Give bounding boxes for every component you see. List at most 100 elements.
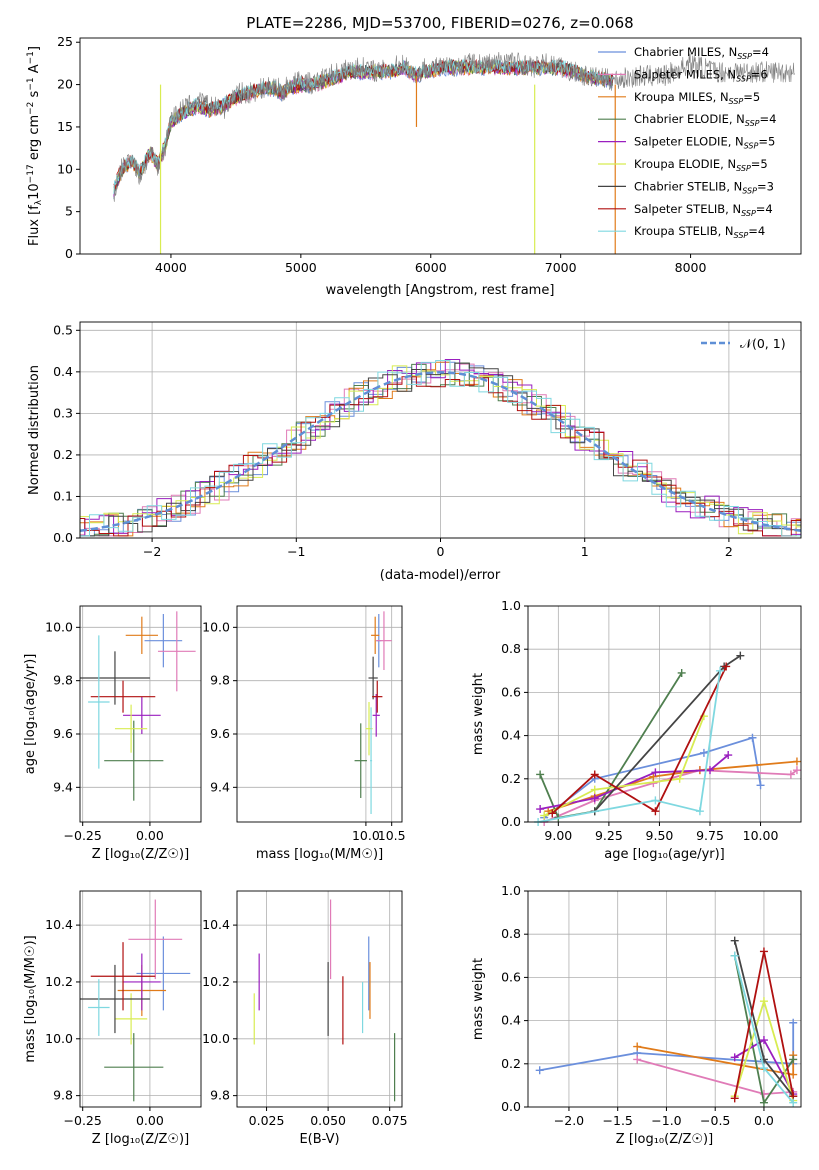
spectrum-frame [79, 37, 802, 255]
residuals-xtick-label: 1 [581, 544, 589, 559]
mass-age-xlabel: mass [log₁₀(M/M☉)] [256, 847, 383, 862]
spectrum-legend: Chabrier MILES, NSSP=4 Salpeter MILES, NS… [598, 45, 776, 240]
Z-weight-xlabel: Z [log₁₀(Z/Z☉)] [616, 1132, 713, 1147]
weight-marker [590, 785, 599, 794]
EBV-mass-ytick-label: 9.8 [210, 1088, 230, 1103]
legend-label: Chabrier MILES, NSSP=4 [634, 45, 769, 61]
model-spectrum-line [113, 59, 613, 192]
age-weight-xtick-label: 9.00 [544, 828, 572, 843]
legend-subscript: SSP [736, 164, 751, 173]
spectrum-ytick-label: 0 [65, 246, 73, 261]
weight-marker [730, 1053, 739, 1062]
Z-mass-xtick-label: −0.25 [64, 1113, 102, 1128]
weight-marker [789, 1055, 798, 1064]
Z-mass-xlabel: Z [log₁₀(Z/Z☉)] [92, 1132, 189, 1147]
weight-marker [695, 807, 704, 816]
weight-marker [748, 733, 757, 742]
data-spectrum-line [113, 51, 795, 202]
residuals-ytick-label: 0.2 [53, 447, 73, 462]
Z-weight-ytick-label: 0.6 [501, 969, 521, 984]
EBV-mass-ytick-label: 10.4 [202, 917, 230, 932]
legend-subscript: SSP [745, 119, 760, 128]
weight-marker [536, 805, 545, 814]
mass-age-xtick-label: 10.0 [352, 828, 380, 843]
Z-weight-ytick-label: 0.4 [501, 1013, 521, 1028]
age-weight-xtick-label: 9.50 [646, 828, 674, 843]
residuals-panel: −2 −1 0 1 2 0.0 0.1 0.2 0.3 0.4 0.5 (data-model)/e… [27, 321, 802, 583]
residuals-ytick-label: 0.0 [53, 530, 73, 545]
spectrum-ytick-label: 5 [65, 204, 73, 219]
legend-count: =5 [743, 90, 760, 104]
spectrum-ylabel: Flux [fλ10−17 erg cm−2 s−1 A−1] [26, 46, 44, 246]
Z-weight-frame [527, 890, 802, 1108]
age-weight-xlabel: age [log₁₀(age/yr)] [604, 847, 725, 862]
weight-marker [759, 947, 768, 956]
legend-count: =5 [751, 157, 768, 171]
Z-age-xlabel: Z [log₁₀(Z/Z☉)] [92, 847, 189, 862]
Z-age-xtick-label: −0.25 [64, 828, 102, 843]
weight-marker [789, 1098, 798, 1107]
residuals-xtick-label: −2 [143, 544, 161, 559]
EBV-mass-frame [236, 890, 403, 1108]
weight-marker [759, 1098, 768, 1107]
Z-mass-xtick-label: 0.00 [136, 1113, 164, 1128]
weight-line [551, 666, 728, 815]
weight-marker [651, 807, 660, 816]
Z-mass-frame [79, 890, 202, 1108]
legend-count: =4 [760, 112, 777, 126]
weight-marker [722, 662, 731, 671]
legend-label: Kroupa STELIB, NSSP=4 [634, 224, 765, 240]
spectrum-panel: PLATE=2286, MJD=53700, FIBERID=0276, z=0… [26, 14, 802, 298]
age-weight-ylabel: mass weight [471, 673, 486, 755]
weight-marker [675, 774, 684, 783]
Z-mass-ytick-label: 9.8 [53, 1088, 73, 1103]
spectrum-xlabel: wavelength [Angstrom, rest frame] [326, 283, 555, 298]
legend-label: Salpeter ELODIE, NSSP=5 [634, 135, 775, 151]
weight-marker [730, 936, 739, 945]
Z-mass-ytick-label: 10.4 [45, 917, 73, 932]
weight-marker [789, 1018, 798, 1027]
legend-count: =4 [752, 45, 769, 59]
weight-marker [759, 1036, 768, 1045]
age-weight-ytick-label: 0.4 [501, 728, 521, 743]
spectrum-xtick-label: 6000 [415, 260, 447, 275]
legend-subscript: SSP [742, 186, 757, 195]
weight-marker [633, 1055, 642, 1064]
legend-label: Kroupa ELODIE, NSSP=5 [634, 157, 768, 173]
residuals-xtick-label: 2 [725, 544, 733, 559]
weight-line [539, 1022, 795, 1072]
Z-weight-xtick-label: −0.5 [700, 1113, 730, 1128]
weight-marker [724, 751, 733, 760]
spectrum-xtick-label: 8000 [675, 260, 707, 275]
weight-marker [716, 666, 725, 675]
legend-subscript: SSP [744, 142, 759, 151]
weight-line [537, 670, 721, 823]
residuals-ytick-label: 0.5 [53, 322, 73, 337]
EBV-mass-ytick-label: 10.0 [202, 1031, 230, 1046]
Z-weight-xtick-label: 0.0 [754, 1113, 774, 1128]
age-weight-panel: 9.00 9.25 9.50 9.75 10.00 0.0 0.2 0.4 0.6 0.8 1.0 a… [471, 598, 802, 862]
legend-label: Kroupa MILES, NSSP=5 [634, 90, 760, 106]
Z-age-xtick-label: 0.00 [136, 828, 164, 843]
age-weight-xtick-label: 10.00 [743, 828, 779, 843]
EBV-mass-ytick-label: 10.2 [202, 974, 230, 989]
age-weight-frame [527, 605, 802, 823]
weight-marker [759, 1090, 768, 1099]
mass-age-ytick-label: 9.6 [210, 726, 230, 741]
age-weight-ytick-label: 0.2 [501, 771, 521, 786]
weight-marker [590, 770, 599, 779]
legend-count: =6 [751, 67, 768, 81]
weight-marker [730, 1094, 739, 1103]
weight-marker [789, 1070, 798, 1079]
residuals-xlabel: (data-model)/error [380, 568, 501, 583]
mass-age-ytick-label: 9.4 [210, 779, 230, 794]
spectrum-xtick-label: 4000 [155, 260, 187, 275]
weight-marker [536, 770, 545, 779]
EBV-mass-panel: 0.025 0.050 0.075 9.8 10.0 10.2 10.4 E(B-V) [202, 890, 408, 1147]
Z-mass-ylabel: mass [log₁₀(M/M☉)] [23, 935, 38, 1062]
Z-mass-ytick-label: 10.0 [45, 1031, 73, 1046]
spectrum-xtick-label: 5000 [285, 260, 317, 275]
legend-label: Chabrier STELIB, NSSP=3 [634, 179, 774, 195]
weight-marker [792, 766, 801, 775]
mass-age-xtick-label: 10.5 [378, 828, 406, 843]
